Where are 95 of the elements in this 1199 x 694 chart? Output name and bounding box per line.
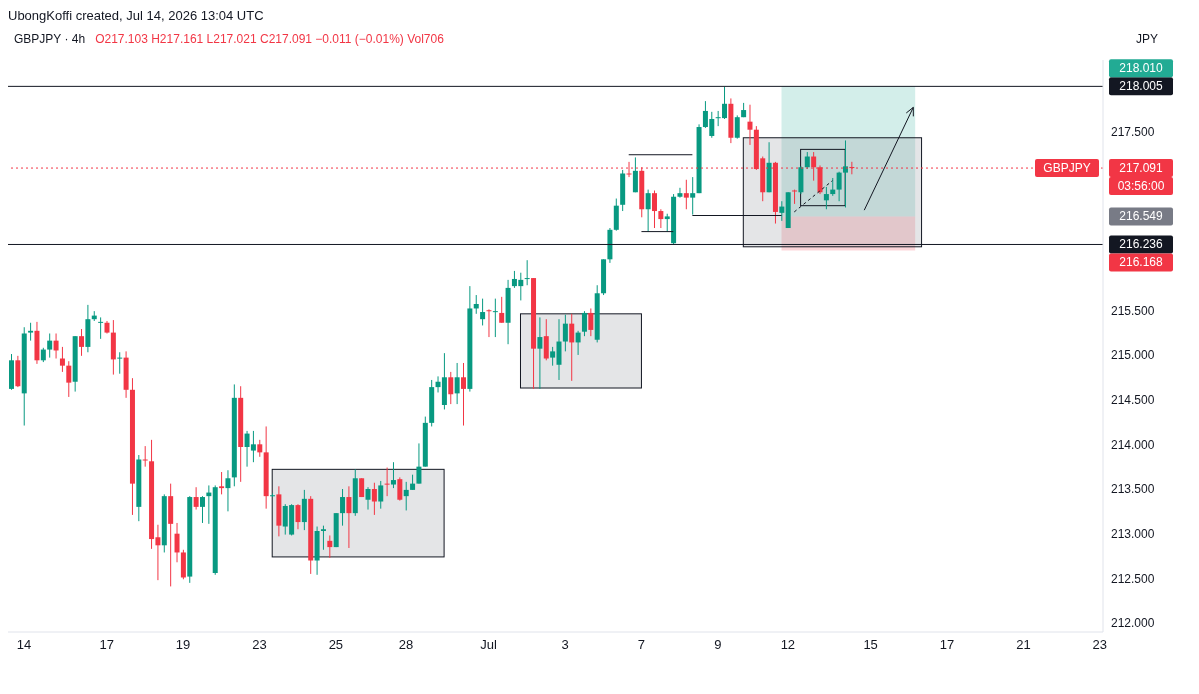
candlestick [66,360,72,398]
x-tick-label: 7 [637,637,646,653]
candlestick [499,296,505,324]
candlestick [779,200,785,222]
x-tick-label: 15 [863,637,878,653]
x-tick-label: 17 [99,637,114,653]
text: 218.010 [1119,61,1164,76]
y-tick-label: 213.000 [1111,526,1155,541]
text: UbongKoffi created, Jul 14, 2026 13:04 UTC [8,8,265,25]
candlestick [403,481,409,511]
x-tick-label: 19 [175,637,191,653]
candlestick [448,371,454,405]
candlestick [199,495,205,524]
x-tick-label: 28 [398,637,414,653]
y-tick-label: 212.000 [1111,616,1155,631]
x-tick-label: 9 [714,637,722,653]
x-tick-label: 3 [561,637,569,653]
candlestick [142,445,148,468]
candlestick [384,467,390,497]
x-tick-label: 23 [252,637,267,653]
chart-title: GBPJPY · 4h [14,32,86,46]
y-tick-label: 214.000 [1111,437,1155,452]
ref-line-label: 217.091 [1119,161,1164,176]
y-tick-label: 213.500 [1111,482,1155,497]
candlestick [346,485,352,549]
candlestick [588,307,594,337]
candlestick [632,156,638,193]
text: 216.168 [1119,255,1164,270]
text: 03:56:00 [1117,179,1165,194]
x-tick-label: 14 [16,637,32,653]
candlestick [562,314,568,352]
x-tick-label: 12 [780,637,796,653]
candlestick [734,114,740,140]
candlestick [79,328,85,357]
x-tick-label: 21 [1016,637,1031,653]
candlestick [537,316,543,390]
candlestick [416,442,422,485]
candlestick [340,488,346,527]
candlestick [193,486,199,511]
text: 216.549 [1119,209,1164,224]
candlestick [365,486,371,511]
x-tick-label: 23 [1092,637,1108,653]
candlestick [117,351,123,375]
candlestick [219,471,225,495]
ref-line-label: 216.236 [1119,237,1164,252]
candlestick [842,139,848,208]
candlestick [492,298,498,338]
candlestick [658,208,664,229]
candlestick [543,318,549,361]
candlestick [836,171,842,202]
y-tick-label: 212.500 [1111,571,1155,586]
candlestick [461,362,467,427]
candlestick [390,461,396,489]
candlestick [575,330,581,356]
candlestick [174,522,180,563]
x-tick-label: 25 [328,637,344,653]
y-tick-label: 215.500 [1111,303,1155,318]
ref-line-label: 218.005 [1119,79,1164,94]
candlestick [397,476,403,502]
candlestick [645,189,651,233]
candlestick [301,489,307,531]
candlestick [581,310,587,337]
candlestick [473,294,479,315]
candlestick [569,313,575,382]
candlestick [371,482,377,516]
candlestick [295,503,301,530]
y-axis-title: JPY [1135,32,1159,46]
x-tick-label: Jul [480,637,498,653]
candlestick [53,332,59,360]
chart-subtitle: O217.103 H217.161 L217.021 C217.091 −0.011 (−0.01%) Vol706 [95,32,444,46]
candlestick [480,298,486,326]
y-tick-label: 215.000 [1111,348,1155,363]
candlestick [524,259,530,286]
annotation: GBPJPY [1043,161,1091,176]
candlestick [59,346,65,373]
x-tick-label: 17 [939,637,955,653]
candlestick [792,189,798,205]
candlestick [225,469,231,512]
candlestick [486,308,492,338]
candlestick [747,104,753,146]
candlestick [651,189,657,229]
candlestick [454,362,460,405]
candlestick [327,534,333,559]
candlestick [47,332,53,359]
candlestick [378,480,384,510]
candlestick [98,316,104,340]
candlestick [823,186,829,210]
candlestick [550,346,556,367]
candlestick [320,525,326,551]
candlestick [683,179,689,210]
candlestick [556,318,562,381]
y-tick-label: 214.500 [1111,392,1155,407]
y-tick-label: 217.500 [1111,124,1155,139]
candlestick [677,187,683,199]
candlestick [690,176,696,216]
